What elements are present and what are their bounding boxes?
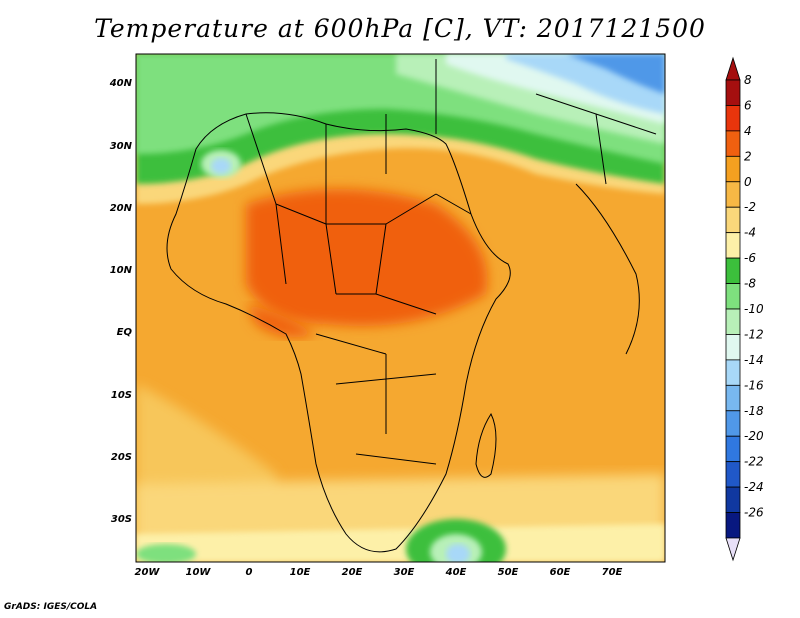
colorbar-swatch (725, 410, 741, 437)
colorbar-swatch (725, 105, 741, 132)
lon-label-30e: 30E (393, 567, 415, 578)
colorbar-swatch (725, 308, 741, 335)
lon-label-10e: 10E (289, 567, 311, 578)
colorbar-label: 6 (744, 98, 752, 112)
colorbar-swatch (725, 79, 741, 106)
colorbar-label: -10 (744, 302, 764, 316)
temperature-map (135, 53, 666, 563)
lat-label-20s: 20S (110, 452, 132, 463)
chart-title: Temperature at 600hPa [C], VT: 201712150… (94, 14, 706, 43)
colorbar-label: -14 (744, 353, 764, 367)
colorbar-swatch (725, 130, 741, 157)
colorbar-label: -12 (744, 327, 764, 341)
colorbar-swatch (725, 181, 741, 208)
colorbar-bottom-arrow (725, 537, 741, 562)
colorbar-label: -2 (744, 200, 756, 214)
colorbar-label: -24 (744, 480, 764, 494)
lon-label-10w: 10W (185, 567, 211, 578)
colorbar-label: -26 (744, 506, 764, 520)
lon-label-40e: 40E (445, 567, 467, 578)
lat-label-40n: 40N (109, 78, 132, 89)
colorbar-swatch (725, 512, 741, 539)
lon-label-70e: 70E (601, 567, 623, 578)
colorbar-label: -6 (744, 251, 756, 265)
colorbar-swatch (725, 334, 741, 361)
colorbar-top-arrow (725, 56, 741, 81)
colorbar-label: 0 (744, 175, 752, 189)
colorbar-label: 2 (744, 149, 752, 163)
colorbar-label: 4 (744, 124, 752, 138)
lat-label-30n: 30N (109, 141, 132, 152)
colorbar-swatch (725, 283, 741, 310)
colorbar-label: -18 (744, 404, 764, 418)
lon-label-20w: 20W (134, 567, 160, 578)
colorbar-swatch (725, 232, 741, 259)
colorbar-swatch (725, 257, 741, 284)
credit-text: GrADS: IGES/COLA (4, 602, 98, 612)
lat-label-20n: 20N (109, 203, 132, 214)
lon-label-20e: 20E (341, 567, 363, 578)
map-frame (135, 53, 666, 563)
colorbar-label: -4 (744, 226, 756, 240)
coastline (166, 59, 657, 553)
lon-label-60e: 60E (549, 567, 571, 578)
colorbar-swatch (725, 461, 741, 488)
colorbar-swatch (725, 384, 741, 412)
colorbar-label: -16 (744, 378, 764, 392)
lat-label-eq: EQ (116, 327, 132, 338)
colorbar-label: -20 (744, 429, 764, 443)
map-canvas (135, 53, 666, 563)
colorbar-swatch (725, 206, 741, 234)
temperature-field (136, 54, 665, 562)
colorbar-label: -8 (744, 277, 756, 291)
colorbar-swatch (725, 155, 741, 183)
colorbar-label: -22 (744, 455, 764, 469)
lon-label-0: 0 (245, 567, 253, 578)
colorbar-swatch (725, 435, 741, 463)
lat-label-10s: 10S (110, 390, 132, 401)
colorbar-swatch (725, 359, 741, 386)
lat-label-10n: 10N (109, 265, 132, 276)
colorbar-swatch (725, 486, 741, 513)
lon-label-50e: 50E (497, 567, 519, 578)
colorbar-label: 8 (744, 73, 752, 87)
lat-label-30s: 30S (110, 514, 132, 525)
